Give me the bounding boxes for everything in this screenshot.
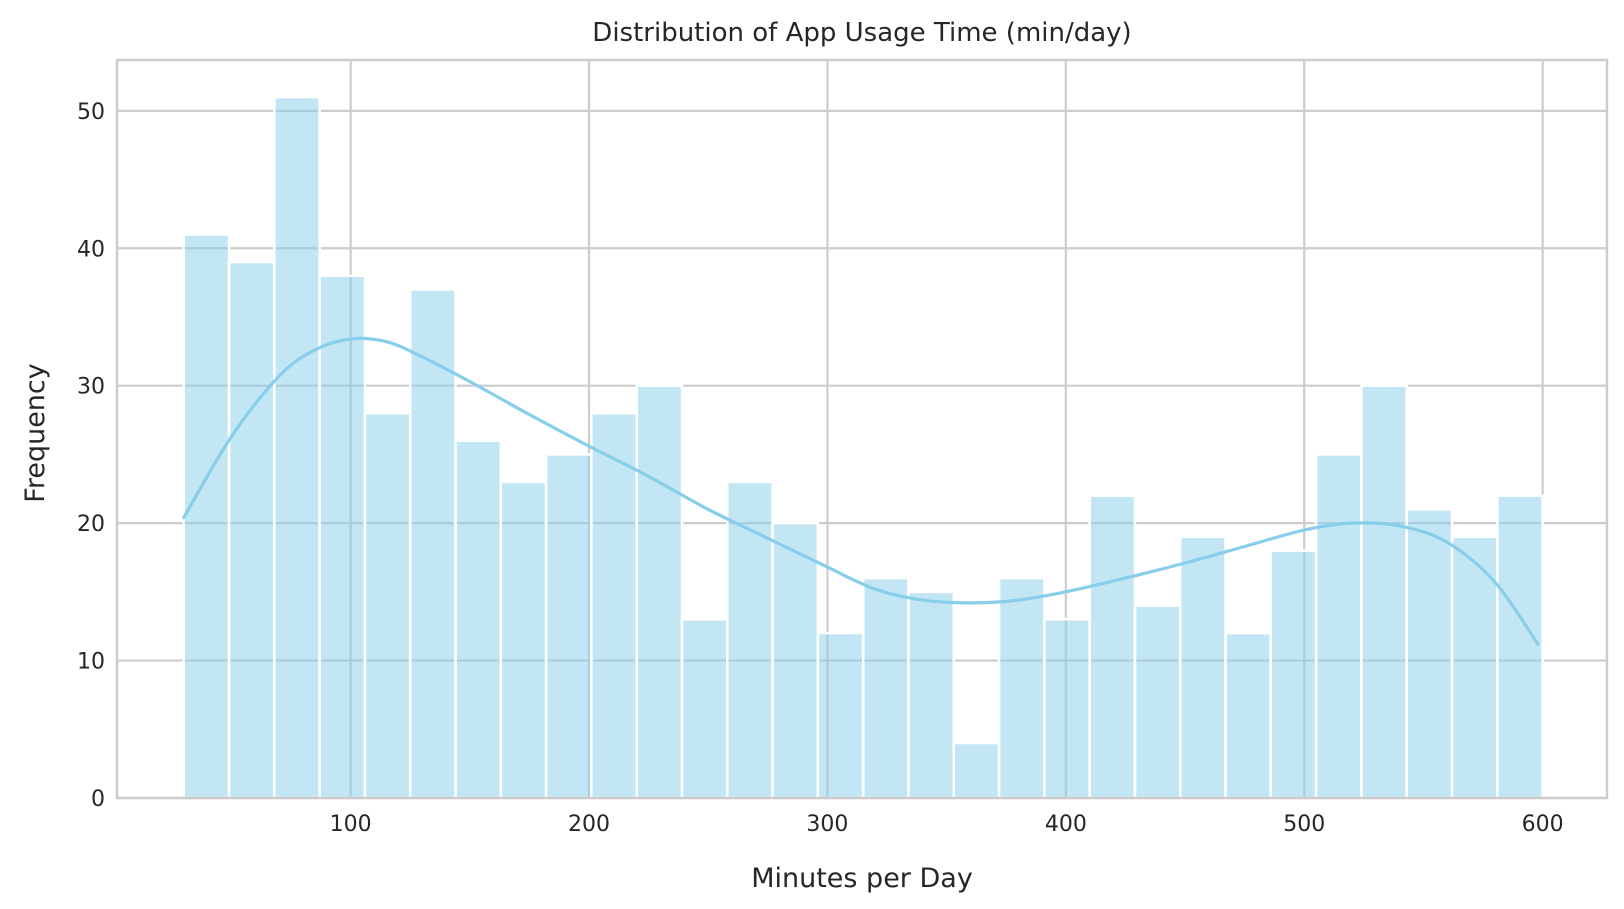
plot-frame: [115, 58, 1609, 800]
y-tick-label: 50: [77, 100, 105, 125]
histogram-bar: [1224, 631, 1273, 800]
tick-labels: 100 200 300 400 500 600 0 10 20 30 40 50: [77, 100, 1564, 837]
histogram-bar: [1314, 453, 1363, 800]
histogram-bar: [1043, 618, 1091, 800]
y-tick-label: 0: [91, 787, 105, 812]
histogram-bar: [1269, 549, 1318, 800]
histogram-bar: [454, 439, 503, 800]
histogram-bar: [1088, 494, 1137, 800]
histogram-bar: [907, 590, 956, 800]
histogram-bar: [1496, 494, 1544, 800]
x-tick-label: 300: [806, 812, 848, 837]
y-axis-label: Frequency: [20, 363, 51, 503]
histogram-bar: [408, 288, 457, 800]
kde-curve: [182, 336, 1540, 646]
histogram-bar: [1133, 604, 1182, 800]
histogram-bar: [544, 453, 593, 800]
x-tick-label: 400: [1045, 812, 1087, 837]
kde-curve-group: [182, 336, 1540, 646]
histogram-bar: [1179, 535, 1227, 800]
y-tick-label: 10: [77, 650, 105, 675]
histogram-bar: [273, 95, 321, 800]
y-tick-label: 30: [77, 375, 105, 400]
x-tick-label: 100: [330, 812, 372, 837]
x-tick-label: 200: [568, 812, 610, 837]
histogram-bar: [635, 384, 684, 800]
x-tick-label: 500: [1283, 812, 1325, 837]
histogram-bar: [771, 521, 820, 800]
histogram-bar: [590, 411, 638, 800]
histogram-bar: [318, 274, 367, 800]
chart-title: Distribution of App Usage Time (min/day): [592, 18, 1131, 48]
y-tick-label: 40: [77, 237, 105, 262]
histogram-bar: [861, 576, 910, 800]
histogram-bar: [227, 260, 276, 800]
histogram-bar: [726, 480, 774, 800]
histogram-bar: [1360, 384, 1408, 800]
histogram-bar: [499, 480, 548, 800]
histogram-bar: [1405, 508, 1454, 800]
x-axis-label: Minutes per Day: [751, 863, 973, 894]
histogram-bar: [816, 631, 865, 800]
histogram-bar: [363, 411, 412, 800]
histogram-bar: [997, 576, 1046, 800]
histogram-bar: [182, 233, 231, 800]
histogram-bars: [182, 95, 1544, 800]
y-tick-label: 20: [77, 512, 105, 537]
histogram-bar: [680, 618, 729, 800]
x-tick-label: 600: [1522, 812, 1564, 837]
histogram-bar: [1450, 535, 1499, 800]
histogram-bar: [952, 741, 1001, 800]
